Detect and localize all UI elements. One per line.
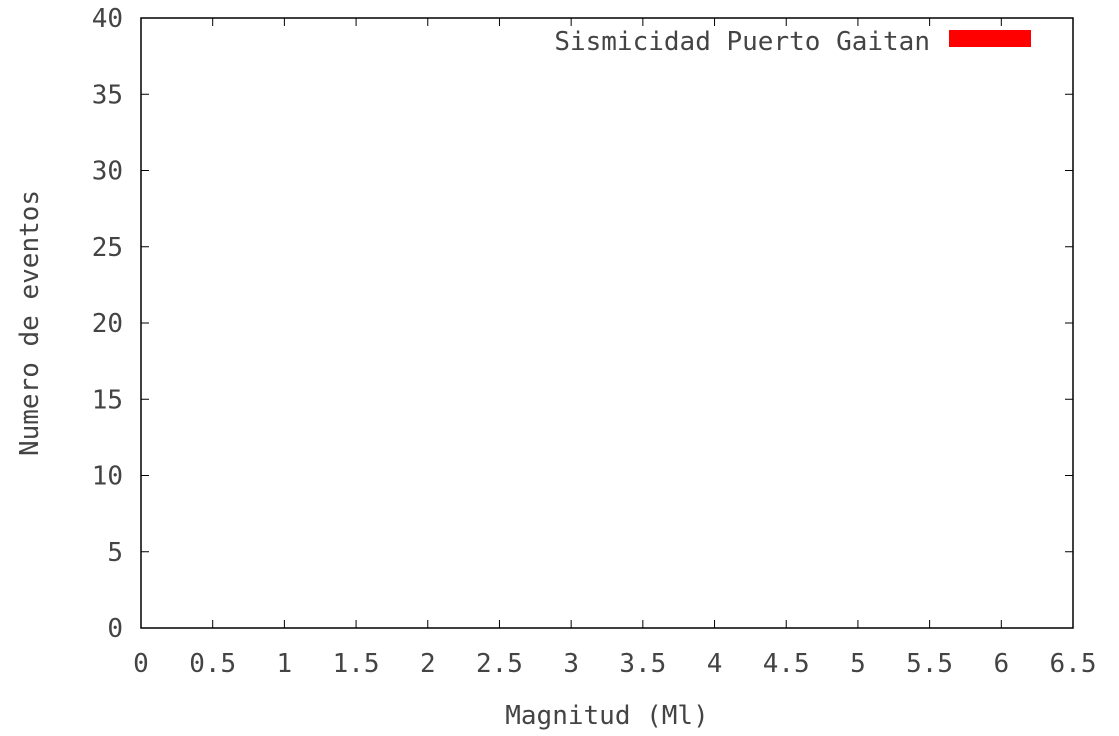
x-tick-label-12: 6 [993,649,1009,679]
x-axis-label: Magnitud (Ml) [505,701,709,731]
plot-frame [140,17,1074,629]
x-tick-label-8: 4 [707,649,723,679]
y-tick-label-0: 0 [107,614,123,644]
x-tick-label-0: 0 [133,649,149,679]
x-tick-label-10: 5 [850,649,866,679]
y-tick-label-5: 25 [92,233,123,263]
legend: Sismicidad Puerto Gaitan [554,27,1031,57]
y-tick-label-3: 15 [92,385,123,415]
x-tick-label-2: 1 [277,649,293,679]
x-tick-label-3: 1.5 [333,649,380,679]
x-tick-label-11: 5.5 [906,649,953,679]
ticks-layer: 0 0.5 1 1.5 2 2.5 3 3.5 4 4.5 5 5.5 6 6.5 0 5 10 15 20 25 30… [92,4,1097,679]
x-tick-label-1: 0.5 [189,649,236,679]
y-tick-label-7: 35 [92,80,123,110]
y-tick-label-6: 30 [92,157,123,187]
x-tick-label-5: 2.5 [476,649,523,679]
x-tick-label-7: 3.5 [619,649,666,679]
y-tick-label-8: 40 [92,4,123,34]
x-tick-label-13: 6.5 [1050,649,1097,679]
x-tick-label-4: 2 [420,649,436,679]
y-axis-label: Numero de eventos [15,190,45,456]
y-tick-label-2: 10 [92,462,123,492]
y-tick-label-1: 5 [107,538,123,568]
y-tick-label-4: 20 [92,309,123,339]
legend-label: Sismicidad Puerto Gaitan [554,27,930,57]
legend-swatch [949,30,1031,47]
x-tick-label-9: 4.5 [763,649,810,679]
x-tick-label-6: 3 [563,649,579,679]
